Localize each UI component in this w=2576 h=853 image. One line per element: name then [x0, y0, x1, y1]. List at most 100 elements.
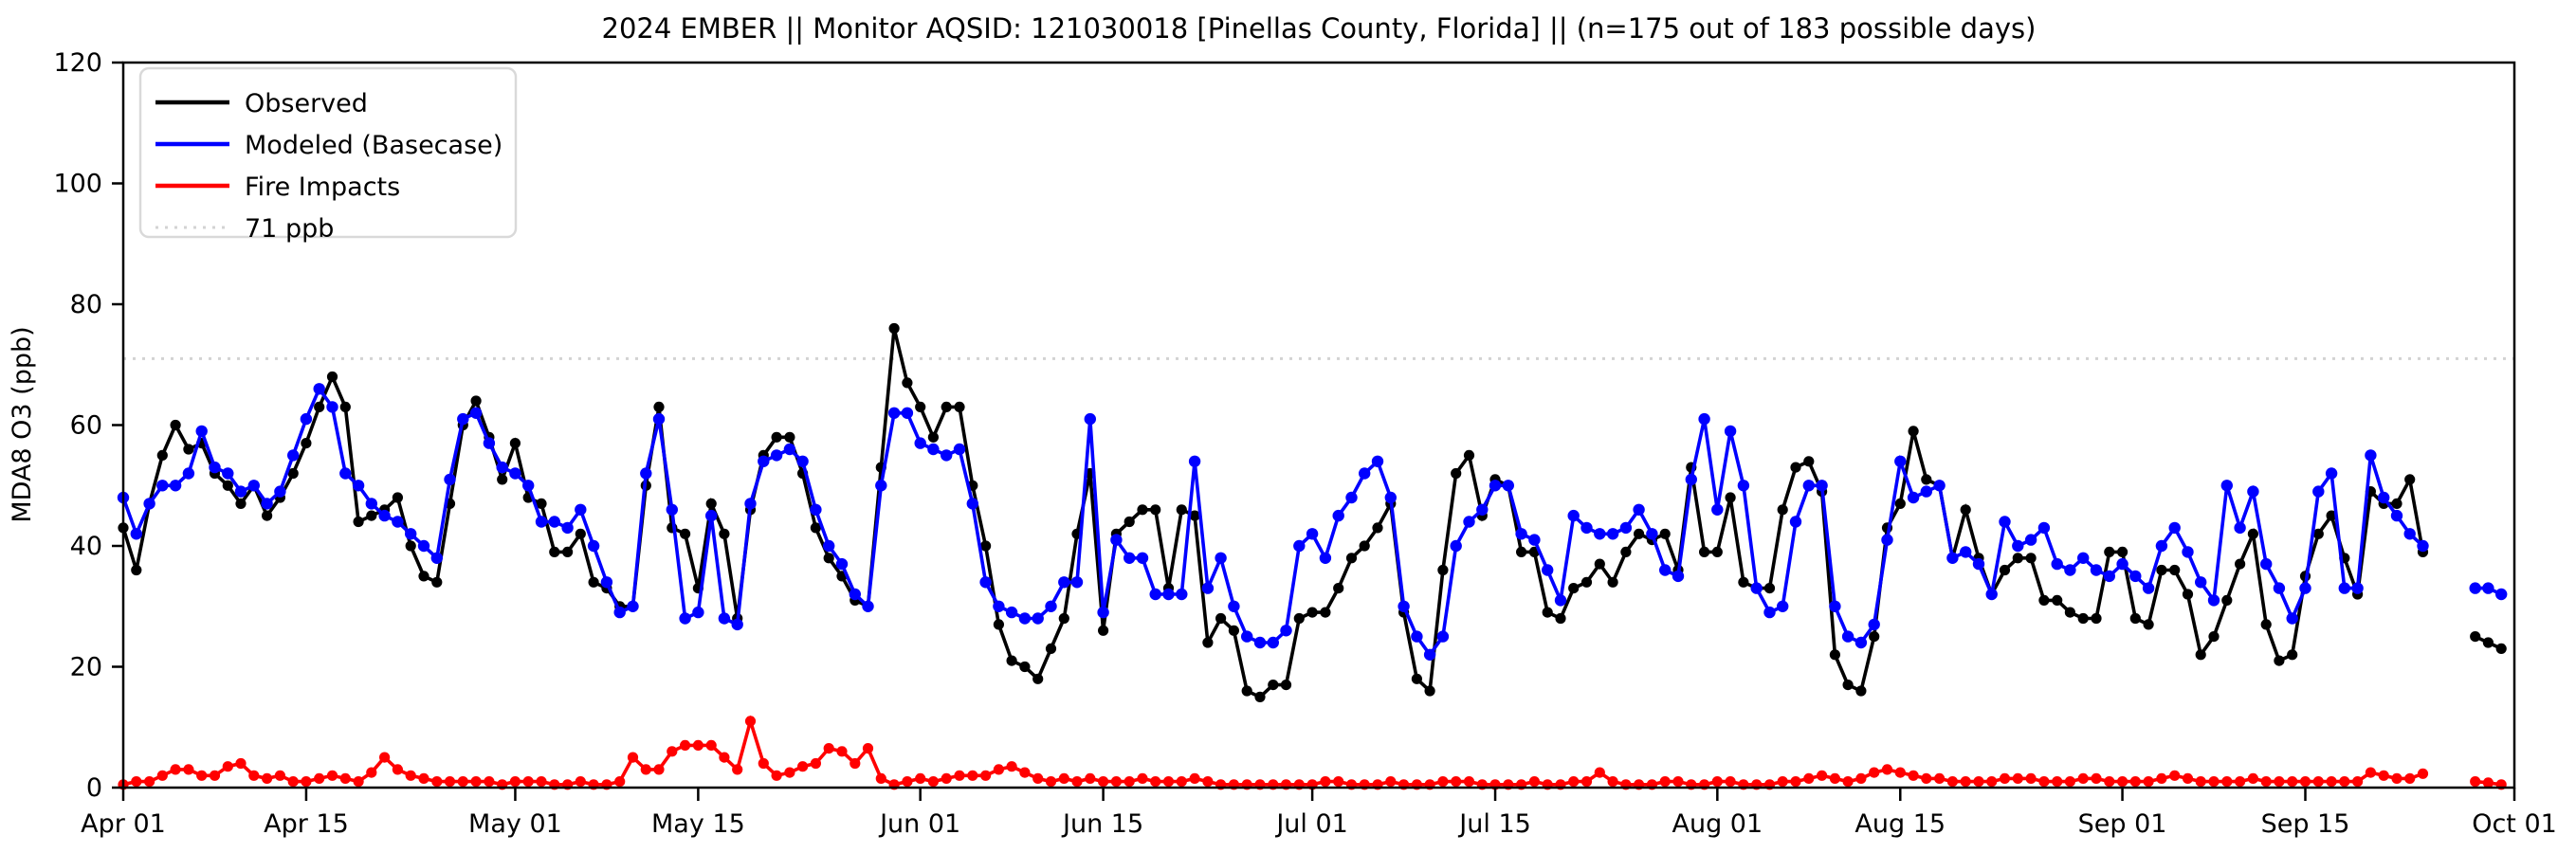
- data-point: [469, 407, 483, 419]
- data-point: [301, 776, 312, 788]
- data-point: [901, 407, 914, 419]
- data-point: [2012, 539, 2024, 553]
- x-tick-label: Aug 15: [1854, 809, 1946, 839]
- data-point: [1359, 540, 1370, 552]
- data-point: [1750, 582, 1763, 594]
- data-point: [314, 401, 325, 412]
- data-point: [169, 480, 182, 492]
- data-point: [993, 600, 1005, 612]
- data-point: [2326, 510, 2337, 521]
- data-point: [1869, 767, 1880, 778]
- data-point: [1960, 504, 1971, 516]
- data-point: [1201, 582, 1215, 594]
- data-point: [1528, 776, 1540, 788]
- data-point: [1032, 772, 1044, 785]
- data-point: [1411, 630, 1423, 643]
- data-point: [1070, 576, 1084, 589]
- data-point: [235, 498, 247, 510]
- data-point: [1881, 764, 1893, 775]
- data-point: [771, 431, 782, 443]
- data-point: [1280, 680, 1292, 691]
- data-point: [2090, 564, 2103, 576]
- data-point: [1189, 772, 1200, 785]
- data-point: [575, 528, 586, 539]
- data-point: [1005, 606, 1018, 619]
- data-point: [1777, 776, 1788, 788]
- data-point: [1136, 552, 1149, 564]
- data-point: [2325, 467, 2338, 480]
- data-point: [2299, 776, 2311, 788]
- data-point: [1999, 516, 2011, 528]
- data-point: [2365, 449, 2377, 462]
- data-point: [2169, 770, 2181, 781]
- data-point: [262, 772, 273, 785]
- y-tick-label: 120: [53, 48, 102, 78]
- data-point: [1829, 600, 1841, 612]
- legend-box: [138, 66, 518, 239]
- data-point: [588, 576, 599, 588]
- data-point: [2351, 582, 2364, 594]
- data-point: [810, 503, 822, 516]
- data-point: [483, 437, 496, 449]
- x-tick-label: Oct 01: [2472, 809, 2557, 839]
- data-point: [2312, 485, 2325, 498]
- legend-label: Fire Impacts: [245, 172, 400, 202]
- data-point: [549, 546, 560, 558]
- data-point: [1607, 576, 1618, 588]
- data-point: [731, 618, 743, 631]
- data-point: [1659, 564, 1672, 576]
- data-point: [366, 767, 377, 778]
- data-point: [1855, 685, 1867, 697]
- x-tick-label: Jun 01: [878, 809, 960, 839]
- data-point: [2169, 564, 2181, 576]
- data-point: [1986, 776, 1998, 788]
- data-point: [627, 600, 639, 612]
- data-point: [966, 498, 978, 510]
- data-point: [1711, 546, 1723, 558]
- data-point: [509, 467, 521, 480]
- data-point: [744, 498, 757, 510]
- data-point: [1985, 588, 1998, 601]
- data-point: [1580, 576, 1593, 588]
- data-point: [209, 461, 221, 474]
- data-point: [823, 553, 834, 564]
- data-point: [262, 510, 273, 521]
- data-point: [640, 764, 651, 775]
- data-point: [561, 521, 574, 535]
- data-point: [2404, 474, 2416, 485]
- data-point: [1228, 625, 1239, 636]
- legend-item-modeled: Modeled (Basecase): [155, 131, 502, 160]
- x-tick-label: Sep 15: [2261, 809, 2350, 839]
- y-tick-label: 100: [53, 170, 102, 199]
- data-point: [1254, 691, 1266, 703]
- data-point: [1019, 661, 1031, 673]
- data-point: [941, 401, 952, 412]
- data-point: [705, 498, 717, 510]
- data-point: [941, 772, 952, 785]
- data-point: [535, 516, 548, 528]
- data-point: [1594, 767, 1605, 778]
- data-point: [405, 540, 416, 552]
- data-point: [954, 401, 965, 412]
- data-point: [1933, 480, 1946, 492]
- data-point: [2391, 772, 2402, 785]
- data-point: [1763, 583, 1776, 594]
- data-point: [927, 443, 940, 456]
- data-point: [1842, 680, 1854, 691]
- data-point: [1659, 776, 1671, 788]
- data-point: [1018, 612, 1032, 625]
- data-point: [784, 767, 795, 778]
- data-point: [496, 461, 508, 474]
- data-point: [758, 455, 770, 467]
- data-point: [457, 412, 469, 426]
- data-point: [2469, 582, 2481, 594]
- data-point: [1006, 761, 1017, 772]
- data-point: [287, 776, 299, 788]
- data-point: [1215, 552, 1227, 564]
- data-point: [2208, 631, 2220, 643]
- data-point: [2182, 546, 2194, 558]
- data-point: [2025, 553, 2037, 564]
- data-point: [1724, 425, 1737, 438]
- data-point: [457, 776, 468, 788]
- data-point: [339, 772, 351, 785]
